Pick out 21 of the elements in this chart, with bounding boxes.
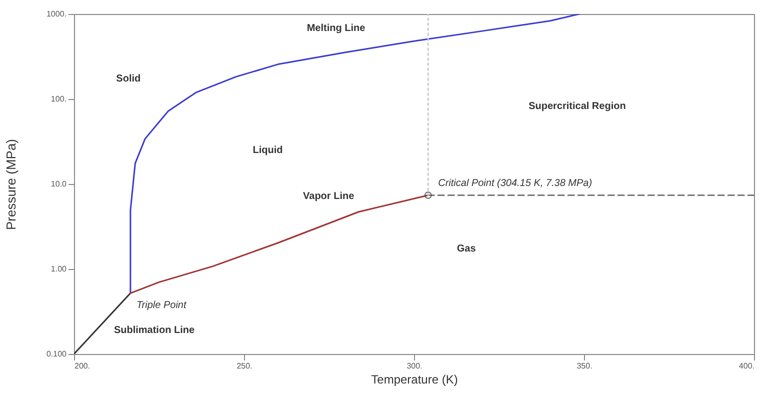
annotation: Liquid <box>252 145 283 156</box>
annotation: Critical Point (304.15 K, 7.38 MPa) <box>438 178 592 190</box>
annotation: Supercritical Region <box>528 100 626 112</box>
annotation: Sublimation Line <box>114 325 195 336</box>
y-tick-label: 10.0 <box>50 180 68 188</box>
x-axis-title: Temperature (K) <box>371 372 458 386</box>
y-tick-label: 1.00 <box>50 264 68 274</box>
x-tick-label: 200. <box>74 362 90 370</box>
annotation: Gas <box>456 244 476 255</box>
y-axis-title: Pressure (MPa) <box>3 138 18 230</box>
annotation: Triple Point <box>136 300 188 312</box>
annotation: Melting Line <box>306 23 366 34</box>
x-tick-label: 300. <box>406 362 422 370</box>
y-tick-label: 1000. <box>46 10 66 18</box>
annotation: Vapor Line <box>303 190 355 202</box>
annotation: Solid <box>116 74 141 85</box>
y-tick-label: 0.100 <box>46 350 68 358</box>
y-tick-label: 100. <box>50 94 66 104</box>
x-tick-label: 350. <box>576 362 592 370</box>
x-tick-label: 400. <box>738 362 754 370</box>
x-tick-label: 250. <box>236 362 252 370</box>
